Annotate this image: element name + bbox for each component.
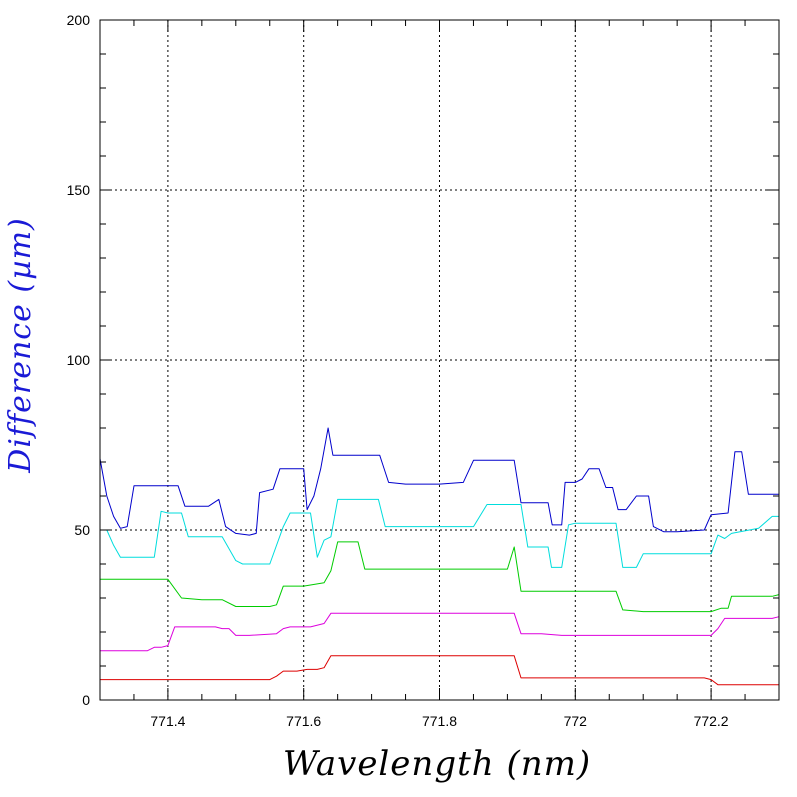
y-tick-label: 200 [67,12,91,28]
series-line-3 [100,541,780,613]
series-line-1 [99,427,779,536]
series-line-4 [100,612,780,652]
series-line-2 [100,498,779,568]
x-tick-label: 771.4 [150,713,185,729]
y-tick-label: 0 [82,692,90,708]
series-line-5 [100,655,779,686]
tick-label-layer: 771.4 771.6 771.8 772 772.2 0 50 100 150 200 [67,12,729,729]
y-tick-label: 100 [67,352,91,368]
tick-layer [99,19,780,701]
y-tick-label: 50 [74,522,90,538]
x-tick-label: 771.8 [422,713,457,729]
y-tick-label: 150 [67,182,91,198]
x-axis-label: Wavelength (nm) [283,744,591,784]
x-tick-label: 772.2 [694,713,729,729]
grid-layer [100,20,779,700]
y-axis-label: Difference (µm) [3,217,38,473]
x-tick-label: 772 [564,713,588,729]
x-tick-label: 771.6 [286,713,321,729]
series-layer [99,427,780,686]
